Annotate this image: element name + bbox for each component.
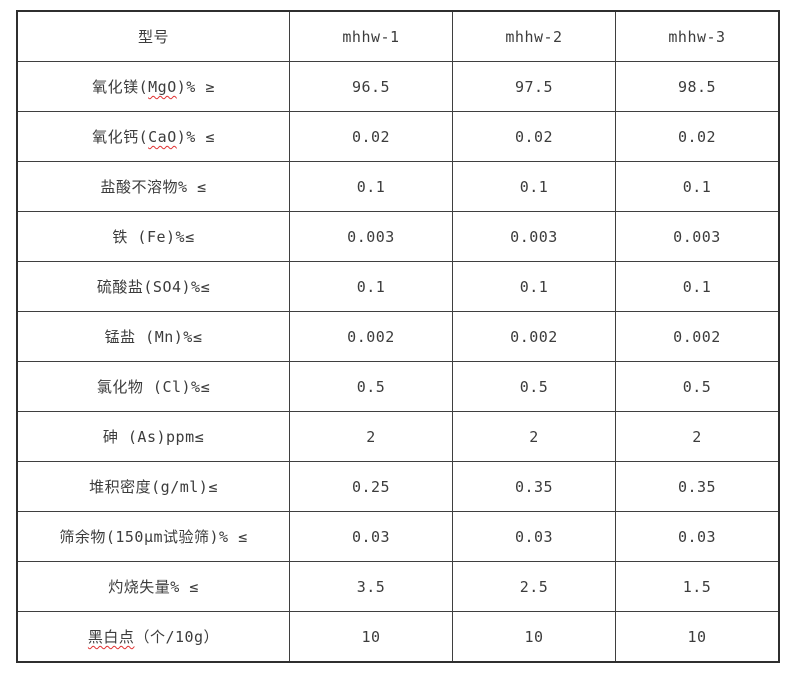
table-cell: 0.002	[289, 311, 453, 362]
table-cell: 0.1	[615, 261, 780, 312]
table-row-cl: 氯化物 (Cl)%≤ 0.5 0.5 0.5	[16, 361, 780, 412]
row-label: 盐酸不溶物% ≤	[16, 161, 290, 212]
table-cell: 0.1	[452, 161, 616, 212]
table-cell: 0.5	[452, 361, 616, 412]
header-model-label: 型号	[16, 10, 290, 62]
row-label: 氧化镁(MgO)% ≥	[16, 61, 290, 112]
table-cell: 10	[289, 611, 453, 663]
table-cell: 0.1	[289, 261, 453, 312]
row-label: 铁 (Fe)%≤	[16, 211, 290, 262]
table-cell: 0.02	[615, 111, 780, 162]
table-cell: 10	[615, 611, 780, 663]
label-text: )% ≥	[176, 78, 215, 96]
table-cell: 0.1	[452, 261, 616, 312]
table-cell: 0.35	[452, 461, 616, 512]
label-text: 氧化镁(	[92, 78, 149, 96]
table-row-mgo: 氧化镁(MgO)% ≥ 96.5 97.5 98.5	[16, 61, 780, 112]
spellcheck-squiggle-text: 黑白点	[87, 628, 135, 646]
row-label: 筛余物(150μm试验筛)% ≤	[16, 511, 290, 562]
table-cell: 0.03	[615, 511, 780, 562]
header-col-mhhw-3: mhhw-3	[615, 10, 780, 62]
table-cell: 0.003	[452, 211, 616, 262]
spellcheck-squiggle-text: MgO	[148, 78, 177, 96]
row-label: 灼烧失量% ≤	[16, 561, 290, 612]
table-cell: 2.5	[452, 561, 616, 612]
table-cell: 0.002	[452, 311, 616, 362]
table-cell: 3.5	[289, 561, 453, 612]
table-cell: 0.1	[289, 161, 453, 212]
label-text: 砷 (As)ppm≤	[102, 428, 205, 446]
label-text: 锰盐 (Mn)%≤	[104, 328, 203, 346]
table-row-sieve-residue: 筛余物(150μm试验筛)% ≤ 0.03 0.03 0.03	[16, 511, 780, 562]
table-cell: 0.002	[615, 311, 780, 362]
table-row-hcl-insoluble: 盐酸不溶物% ≤ 0.1 0.1 0.1	[16, 161, 780, 212]
row-label: 黑白点（个/10g）	[16, 611, 290, 663]
row-label: 硫酸盐(SO4)%≤	[16, 261, 290, 312]
table-cell: 0.003	[615, 211, 780, 262]
table-cell: 97.5	[452, 61, 616, 112]
row-label: 锰盐 (Mn)%≤	[16, 311, 290, 362]
label-text: 堆积密度(g/ml)≤	[89, 478, 218, 496]
table-cell: 0.5	[289, 361, 453, 412]
row-label: 砷 (As)ppm≤	[16, 411, 290, 462]
label-text: 氯化物 (Cl)%≤	[96, 378, 211, 396]
table-cell: 2	[452, 411, 616, 462]
label-text: 铁 (Fe)%≤	[112, 228, 195, 246]
table-cell: 10	[452, 611, 616, 663]
table-row-as: 砷 (As)ppm≤ 2 2 2	[16, 411, 780, 462]
table-cell: 96.5	[289, 61, 453, 112]
table-cell: 0.02	[289, 111, 453, 162]
row-label: 氯化物 (Cl)%≤	[16, 361, 290, 412]
table-row-so4: 硫酸盐(SO4)%≤ 0.1 0.1 0.1	[16, 261, 780, 312]
spellcheck-squiggle-text: CaO	[148, 128, 177, 146]
table-cell: 0.25	[289, 461, 453, 512]
table-cell: 0.003	[289, 211, 453, 262]
spec-table: 型号 mhhw-1 mhhw-2 mhhw-3 氧化镁(MgO)% ≥ 96.5…	[16, 10, 780, 663]
table-row-cao: 氧化钙(CaO)% ≤ 0.02 0.02 0.02	[16, 111, 780, 162]
table-row-mn: 锰盐 (Mn)%≤ 0.002 0.002 0.002	[16, 311, 780, 362]
table-cell: 98.5	[615, 61, 780, 112]
label-text: 筛余物(150μm试验筛)% ≤	[59, 528, 248, 546]
label-text: 灼烧失量% ≤	[108, 578, 199, 596]
table-cell: 0.35	[615, 461, 780, 512]
label-text: （个/10g）	[134, 628, 220, 646]
table-cell: 1.5	[615, 561, 780, 612]
label-text: 硫酸盐(SO4)%≤	[96, 278, 211, 296]
header-col-mhhw-2: mhhw-2	[452, 10, 616, 62]
table-header-row: 型号 mhhw-1 mhhw-2 mhhw-3	[16, 10, 780, 62]
table-cell: 0.03	[452, 511, 616, 562]
table-row-fe: 铁 (Fe)%≤ 0.003 0.003 0.003	[16, 211, 780, 262]
table-row-bulk-density: 堆积密度(g/ml)≤ 0.25 0.35 0.35	[16, 461, 780, 512]
row-label: 堆积密度(g/ml)≤	[16, 461, 290, 512]
table-cell: 0.1	[615, 161, 780, 212]
label-text: 盐酸不溶物% ≤	[100, 178, 207, 196]
table-cell: 2	[289, 411, 453, 462]
label-text: )% ≤	[176, 128, 215, 146]
table-row-ignition-loss: 灼烧失量% ≤ 3.5 2.5 1.5	[16, 561, 780, 612]
label-text: 氧化钙(	[92, 128, 149, 146]
table-cell: 0.5	[615, 361, 780, 412]
table-row-black-white-spots: 黑白点（个/10g） 10 10 10	[16, 611, 780, 663]
table-cell: 0.02	[452, 111, 616, 162]
header-col-mhhw-1: mhhw-1	[289, 10, 453, 62]
table-cell: 2	[615, 411, 780, 462]
row-label: 氧化钙(CaO)% ≤	[16, 111, 290, 162]
table-cell: 0.03	[289, 511, 453, 562]
